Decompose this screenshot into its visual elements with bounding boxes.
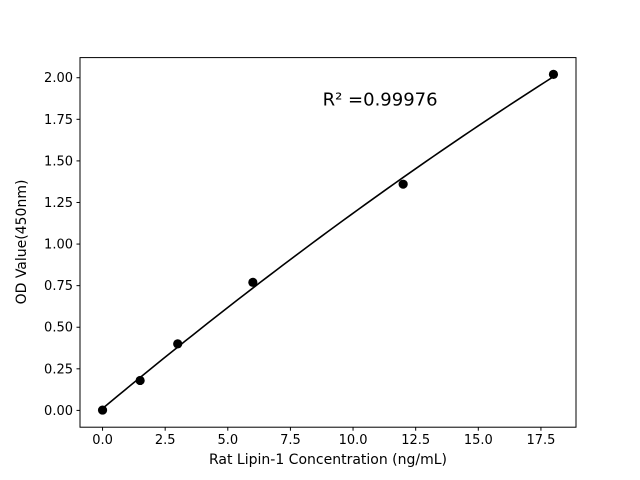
y-axis-label: OD Value(450nm) bbox=[14, 179, 30, 305]
data-point bbox=[248, 277, 258, 287]
x-axis-label: Rat Lipin-1 Concentration (ng/mL) bbox=[208, 452, 448, 468]
x-tick-label: 17.5 bbox=[526, 433, 555, 448]
y-tick-label: 1.00 bbox=[44, 238, 73, 253]
x-tick-label: 12.5 bbox=[401, 433, 430, 448]
y-tick-label: 1.75 bbox=[44, 113, 73, 128]
x-tick-label: 2.5 bbox=[155, 433, 176, 448]
data-point bbox=[97, 405, 108, 415]
y-tick-label: 1.50 bbox=[44, 154, 73, 169]
x-tick-label: 15.0 bbox=[464, 433, 493, 448]
data-point bbox=[548, 69, 559, 79]
data-point bbox=[398, 179, 408, 189]
plot-border bbox=[79, 57, 577, 428]
y-tick-label: 0.25 bbox=[44, 362, 73, 377]
x-tick-label: 0.0 bbox=[92, 433, 113, 448]
y-tick-label: 2.00 bbox=[44, 71, 73, 86]
y-tick-label: 0.75 bbox=[44, 279, 73, 294]
y-tick-label: 1.25 bbox=[44, 196, 73, 211]
data-point bbox=[135, 375, 145, 386]
y-tick-label: 0.00 bbox=[44, 404, 73, 419]
x-tick-label: 5.0 bbox=[217, 433, 238, 448]
y-tick-label: 0.50 bbox=[44, 321, 73, 336]
x-tick-label: 10.0 bbox=[339, 433, 368, 448]
x-tick-label: 7.5 bbox=[280, 433, 301, 448]
r-squared-annotation: R² =0.99976 bbox=[322, 89, 438, 111]
data-point bbox=[173, 339, 183, 349]
fit-line bbox=[102, 76, 554, 410]
